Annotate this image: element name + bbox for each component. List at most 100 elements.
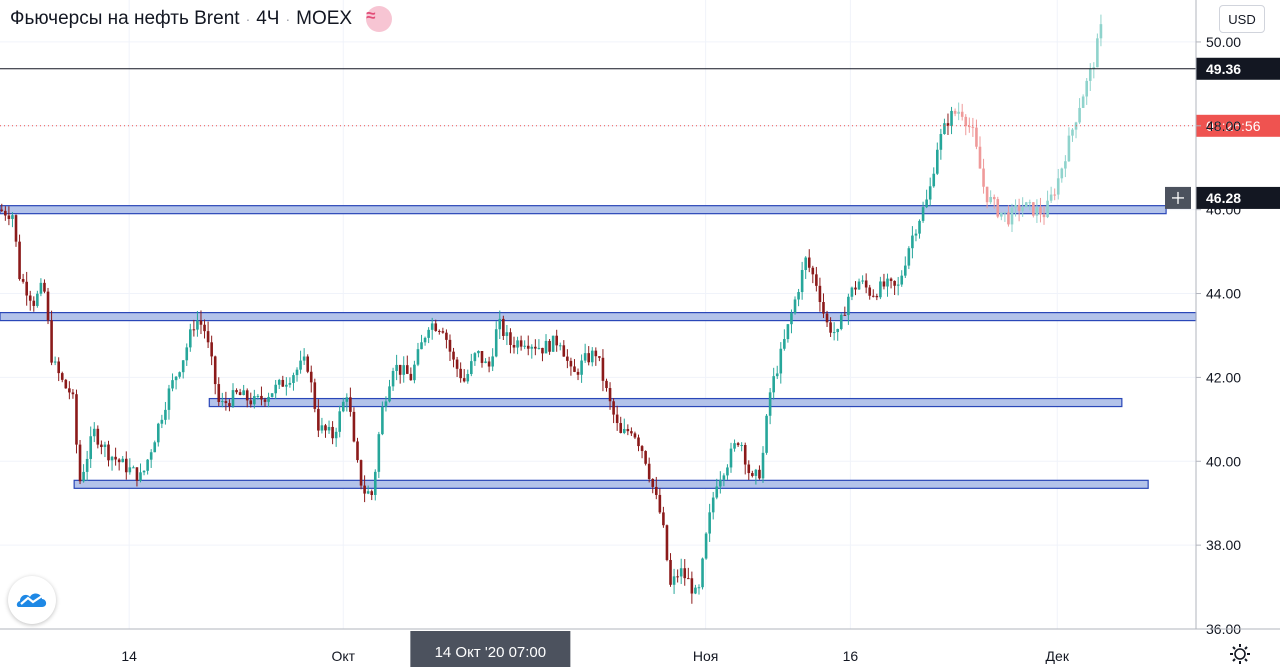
candle-body <box>196 320 199 330</box>
candle-body <box>516 340 519 348</box>
candle-body <box>142 470 146 473</box>
candle-body <box>864 280 868 288</box>
candle-body <box>644 451 647 464</box>
candle-body <box>78 444 82 482</box>
candle-body <box>914 233 918 236</box>
y-tick-label: 40.00 <box>1206 453 1241 469</box>
candle-body <box>160 419 164 424</box>
x-tick-label: 14 <box>121 648 137 664</box>
candlestick-series <box>0 14 1103 604</box>
candle-body <box>615 414 619 424</box>
candle-body <box>825 313 829 323</box>
candle-body <box>630 431 633 434</box>
candle-body <box>672 576 676 585</box>
candle-body <box>341 401 345 412</box>
candle-body <box>494 329 498 357</box>
candle-body <box>473 353 477 362</box>
candle-body <box>85 458 89 472</box>
candle-body <box>566 356 569 361</box>
candle-body <box>968 126 971 128</box>
candle-body <box>601 357 605 381</box>
candle-body <box>32 300 36 306</box>
candle-body <box>480 351 484 363</box>
support-resistance-zone[interactable] <box>0 205 1167 215</box>
currency-button[interactable]: USD <box>1219 5 1265 33</box>
candle-body <box>590 350 594 363</box>
candle-body <box>1099 24 1103 39</box>
candle-body <box>285 384 288 387</box>
candle-body <box>879 281 882 298</box>
candle-body <box>181 360 185 373</box>
candle-body <box>505 332 509 336</box>
candle-body <box>477 351 480 354</box>
candle-body <box>110 456 114 461</box>
candle-body <box>797 292 800 300</box>
candle-body <box>320 425 324 431</box>
candle-body <box>114 456 117 460</box>
support-resistance-zone[interactable] <box>0 311 1197 322</box>
candle-body <box>605 380 608 389</box>
crosshair-time-label: 14 Окт '20 07:00 <box>435 644 547 661</box>
candle-body <box>260 395 263 400</box>
candle-body <box>189 329 192 348</box>
support-resistance-zone[interactable] <box>208 397 1123 408</box>
candle-body <box>612 401 615 415</box>
candle-body <box>139 472 142 481</box>
candle-body <box>295 369 299 376</box>
candle-body <box>64 379 68 389</box>
candle-body <box>441 331 445 333</box>
candle-body <box>854 287 857 290</box>
candle-body <box>751 473 754 476</box>
y-tick-label: 42.00 <box>1206 369 1241 385</box>
support-resistance-levels[interactable] <box>0 205 1197 489</box>
candle-body <box>736 443 740 446</box>
approximate-icon[interactable]: ≈ <box>366 6 393 32</box>
candle-body <box>690 578 694 594</box>
candle-body <box>124 458 128 473</box>
candle-body <box>822 302 825 314</box>
candle-body <box>683 568 687 579</box>
candle-body <box>886 278 889 287</box>
candle-body <box>943 123 946 135</box>
candle-body <box>964 116 968 127</box>
candle-body <box>46 291 50 321</box>
candle-body <box>36 293 39 306</box>
candle-body <box>487 361 491 367</box>
candle-body <box>722 475 726 480</box>
candle-body <box>1021 207 1024 211</box>
candle-body <box>388 386 391 402</box>
candle-body <box>928 186 932 200</box>
support-resistance-zone[interactable] <box>73 479 1149 489</box>
candle-body <box>523 345 526 347</box>
candle-body <box>121 458 125 463</box>
crosshair-price-badge <box>1196 186 1280 209</box>
gear-icon[interactable] <box>1229 643 1251 665</box>
candle-body <box>921 207 925 221</box>
candle-body <box>1003 212 1007 214</box>
candle-body <box>992 196 996 200</box>
candle-body <box>558 345 562 347</box>
candle-body <box>498 318 502 330</box>
candle-body <box>985 186 989 203</box>
candle-body <box>324 425 327 431</box>
candle-body <box>381 406 384 435</box>
candle-body <box>946 123 950 126</box>
candle-body <box>836 329 840 333</box>
candle-body <box>331 426 334 439</box>
candle-body <box>882 281 886 287</box>
candle-body <box>982 168 985 187</box>
candle-body <box>345 397 349 402</box>
candle-body <box>71 392 75 395</box>
candle-body <box>847 296 850 315</box>
candle-body <box>327 426 331 431</box>
title-separator: · <box>285 11 291 27</box>
candle-body <box>174 376 178 381</box>
candle-body <box>975 127 978 147</box>
interval-label[interactable]: 4Ч <box>256 8 280 29</box>
candle-body <box>153 442 157 453</box>
candle-body <box>292 375 295 383</box>
candle-body <box>448 339 452 352</box>
candle-body <box>775 373 779 377</box>
tradingview-logo-icon[interactable] <box>8 576 56 624</box>
